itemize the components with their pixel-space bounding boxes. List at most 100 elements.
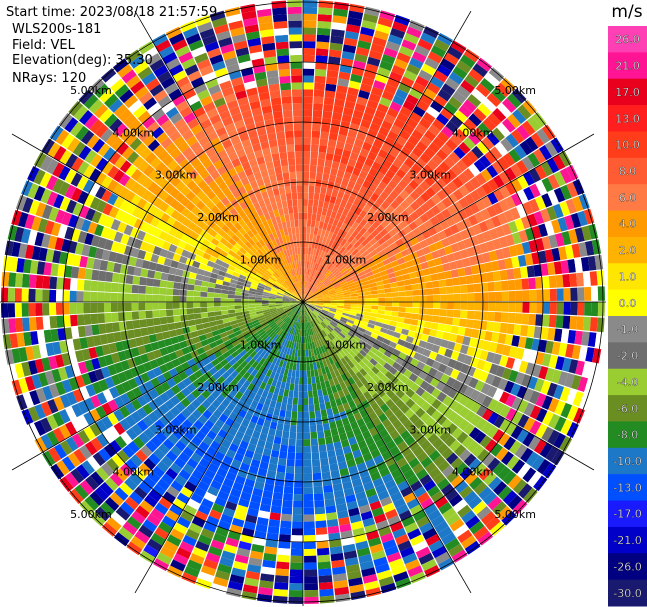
ray-gate: [387, 462, 400, 473]
ray-gate: [224, 325, 233, 332]
ray-gate: [432, 136, 445, 149]
ray-gate: [142, 335, 151, 345]
ray-gate: [303, 205, 308, 213]
ray-gate: [359, 385, 368, 394]
ray-gate: [380, 253, 389, 262]
ray-gate: [316, 41, 330, 50]
ray-gate: [323, 485, 334, 494]
ray-gate: [300, 308, 303, 316]
ray-gate: [399, 163, 411, 174]
ray-gate: [388, 163, 400, 174]
ray-gate: [345, 263, 353, 270]
ray-gate: [355, 379, 364, 389]
ray-gate: [285, 340, 291, 348]
ray-gate: [516, 124, 530, 140]
ray-gate: [313, 288, 319, 294]
ray-gate: [360, 26, 375, 37]
ray-gate: [261, 389, 269, 399]
ray-gate: [208, 366, 218, 376]
ray-gate: [328, 174, 337, 183]
ray-gate: [446, 302, 454, 310]
ray-gate: [220, 484, 232, 495]
ray-gate: [272, 364, 279, 373]
ray-gate: [266, 532, 279, 541]
ray-gate: [320, 322, 326, 329]
ray-gate: [307, 383, 313, 392]
ray-gate: [159, 546, 176, 559]
ray-gate: [375, 422, 386, 433]
ray-gate: [315, 172, 323, 180]
ray-gate: [262, 273, 270, 280]
ray-gate: [433, 302, 441, 309]
ray-gate: [351, 248, 359, 256]
ray-gate: [493, 401, 505, 415]
ray-gate: [491, 332, 500, 343]
ray-gate: [303, 226, 307, 234]
ray-gate: [56, 460, 70, 476]
ray-gate: [124, 302, 132, 312]
ray-gate: [351, 229, 359, 238]
ray-gate: [392, 419, 403, 430]
ray-gate: [303, 130, 312, 138]
ray-gate: [323, 260, 329, 268]
ray-gate: [337, 134, 347, 143]
ray-gate: [292, 335, 296, 343]
ray-gate: [458, 141, 471, 155]
ray-gate: [167, 322, 176, 331]
ray-gate: [163, 338, 173, 347]
ray-gate: [278, 451, 288, 459]
ray-gate: [337, 205, 345, 215]
ray-gate: [356, 176, 365, 186]
ray-gate: [320, 266, 326, 274]
ray-gate: [486, 271, 495, 282]
ray-gate: [388, 558, 404, 570]
ray-gate: [400, 146, 412, 158]
ray-gate: [508, 220, 519, 234]
ray-gate: [400, 268, 409, 275]
ray-gate: [278, 541, 291, 549]
ray-gate: [124, 477, 138, 491]
ray-gate: [274, 581, 289, 590]
ray-gate: [514, 371, 525, 385]
ray-gate: [170, 417, 182, 429]
ray-gate: [317, 158, 325, 167]
ray-gate: [83, 291, 91, 302]
ray-gate: [349, 583, 365, 594]
ray-gate: [109, 118, 123, 133]
ray-gate: [505, 181, 517, 196]
ray-gate: [83, 302, 91, 314]
ray-gate: [349, 173, 359, 183]
ray-gate: [269, 421, 278, 430]
ray-gate: [162, 354, 172, 364]
ray-gate: [265, 316, 273, 321]
ray-gate: [191, 398, 202, 409]
ray-gate: [407, 135, 420, 147]
ray-gate: [111, 282, 119, 293]
ray-gate: [377, 16, 394, 28]
ray-gate: [289, 362, 294, 370]
ray-gate: [194, 510, 209, 522]
ray-gate: [126, 541, 143, 556]
ray-gate: [527, 116, 542, 132]
ray-gate: [1, 318, 10, 334]
ray-gate: [292, 292, 299, 298]
ray-gate: [326, 512, 338, 521]
ray-gate: [319, 402, 326, 411]
ray-gate: [397, 540, 412, 552]
ray-gate: [487, 281, 495, 292]
ray-gate: [445, 513, 461, 526]
ray-gate: [367, 245, 375, 254]
ray-gate: [344, 452, 354, 461]
ray-gate: [102, 389, 114, 402]
ray-gate: [47, 398, 59, 414]
ray-gate: [320, 229, 327, 237]
ray-gate: [285, 318, 291, 325]
ray-gate: [14, 303, 22, 318]
ray-gate: [95, 345, 105, 358]
ray-gate: [424, 444, 437, 457]
ray-gate: [42, 450, 56, 467]
ray-gate: [287, 445, 296, 453]
ray-gate: [357, 40, 372, 50]
ray-gate: [361, 20, 377, 30]
ray-gate: [285, 309, 292, 315]
